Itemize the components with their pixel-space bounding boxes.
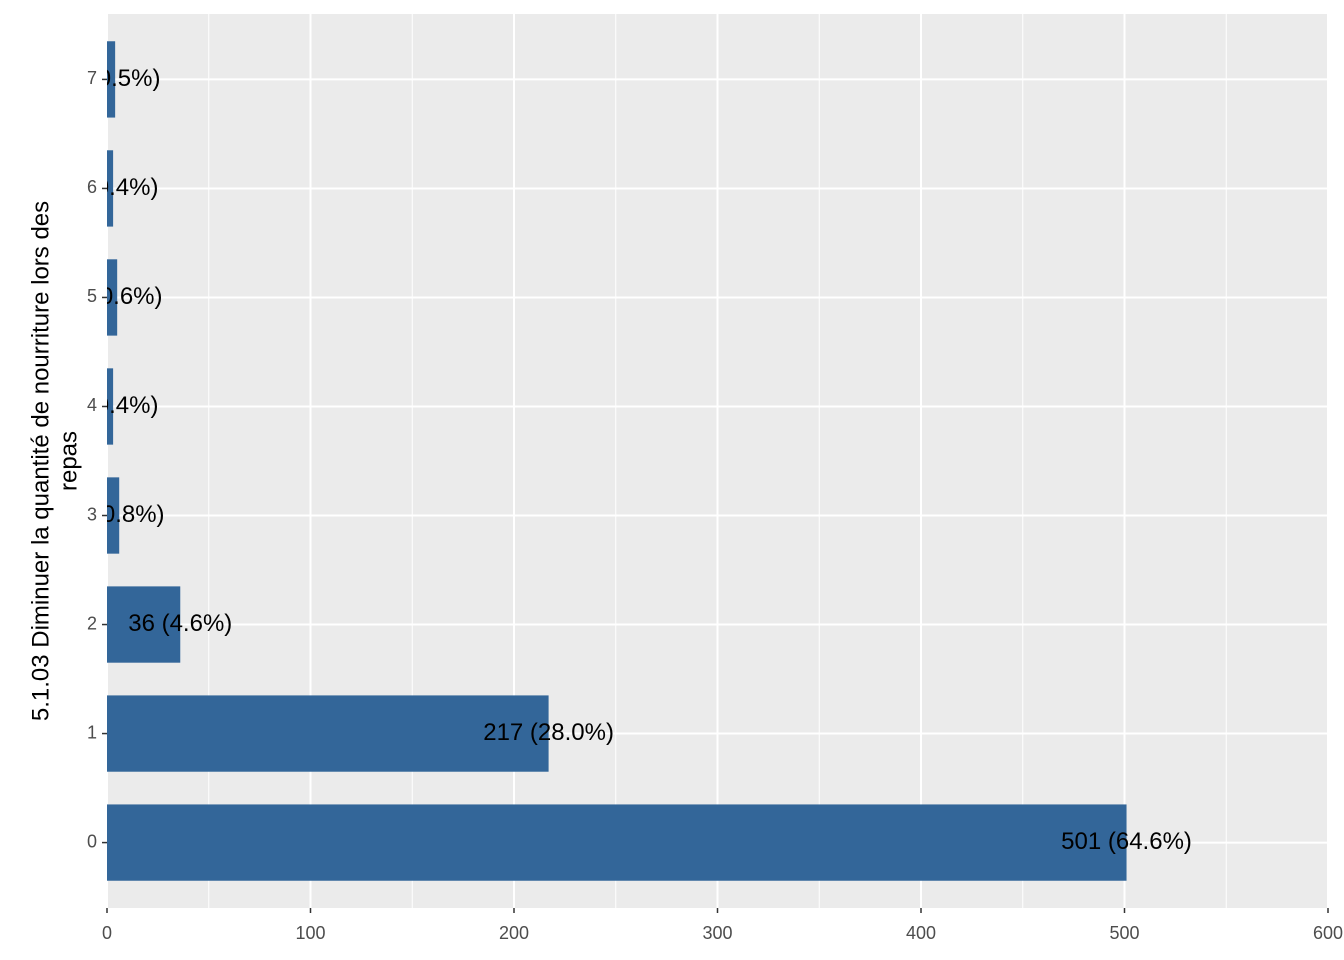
value-label: 3 (0.4%) — [68, 174, 159, 201]
value-labels: 501 (64.6%)217 (28.0%)36 (4.6%)6 (0.8%)3… — [68, 65, 1192, 855]
value-label: 3 (0.4%) — [68, 392, 159, 419]
grid — [106, 14, 1329, 908]
bar — [107, 804, 1127, 881]
y-tick-label: 0 — [87, 831, 97, 851]
y-tick-label: 2 — [87, 613, 97, 633]
value-label: 36 (4.6%) — [128, 610, 232, 637]
axes: 0 100 200 300 400 500 600 0 1 2 3 4 5 6 7 — [87, 68, 1343, 943]
x-tick-label: 600 — [1313, 923, 1343, 943]
y-tick-label: 6 — [87, 177, 97, 197]
value-label: 217 (28.0%) — [483, 719, 614, 746]
value-label: 6 (0.8%) — [74, 501, 165, 528]
y-tick-label: 3 — [87, 504, 97, 524]
x-tick-label: 200 — [499, 923, 529, 943]
bar — [107, 41, 116, 118]
x-tick-label: 500 — [1109, 923, 1139, 943]
bar — [107, 150, 114, 227]
bars — [107, 41, 1127, 881]
y-axis-title: repas — [55, 431, 82, 491]
bar — [107, 477, 120, 554]
x-tick-label: 400 — [906, 923, 936, 943]
value-label: 4 (0.5%) — [70, 65, 161, 92]
x-tick-label: 300 — [702, 923, 732, 943]
y-tick-label: 4 — [87, 395, 97, 415]
bar — [107, 695, 549, 772]
bar — [107, 586, 181, 663]
bar — [107, 368, 114, 445]
y-axis-title: 5.1.03 Diminuer la quantité de nourritur… — [27, 201, 54, 721]
bar — [107, 259, 118, 336]
y-tick-label: 1 — [87, 722, 97, 742]
x-tick-label: 0 — [102, 923, 112, 943]
x-tick-label: 100 — [295, 923, 325, 943]
y-tick-label: 5 — [87, 286, 97, 306]
value-label: 5 (0.6%) — [72, 283, 163, 310]
value-label: 501 (64.6%) — [1061, 828, 1192, 855]
y-tick-label: 7 — [87, 68, 97, 88]
